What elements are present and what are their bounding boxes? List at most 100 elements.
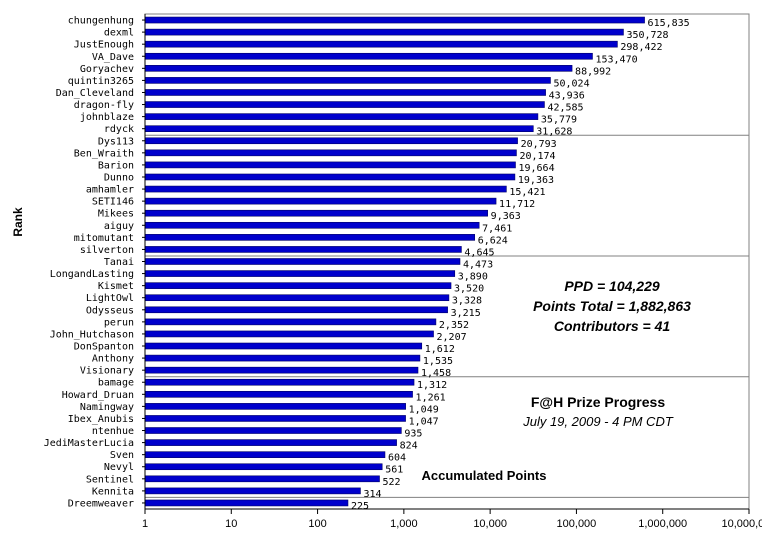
data-label: 7,461 (482, 223, 512, 234)
bar (144, 197, 497, 205)
data-label: 1,261 (416, 392, 446, 403)
bar (144, 52, 593, 60)
data-label: 88,992 (575, 66, 611, 77)
data-label: 298,422 (620, 42, 662, 53)
x-tick-label: 1,000,000 (638, 518, 687, 530)
category-label: chungenhung (68, 16, 134, 27)
bar (144, 40, 618, 48)
data-label: 1,049 (409, 404, 439, 415)
bar (144, 342, 423, 350)
bar (144, 378, 415, 386)
category-label: John_Hutchason (50, 329, 134, 340)
data-label: 3,520 (454, 284, 484, 295)
data-label: 3,328 (452, 296, 482, 307)
category-label: Mikees (98, 209, 134, 220)
bar (144, 427, 402, 434)
category-label: dragon-fly (74, 100, 134, 111)
category-label: Dreemweaver (68, 498, 134, 509)
bars-layer (144, 16, 645, 507)
data-label: 19,664 (518, 163, 554, 174)
category-label: Barion (98, 160, 134, 171)
data-label: 3,215 (451, 308, 481, 319)
bar (144, 451, 386, 458)
bar (144, 221, 480, 229)
x-tick-label: 10,000 (473, 518, 507, 530)
data-label: 15,421 (509, 187, 545, 198)
data-label: 4,645 (464, 247, 494, 258)
data-label: 935 (404, 429, 422, 440)
category-label: LongandLasting (50, 269, 134, 280)
data-label: 2,207 (437, 332, 467, 343)
x-tick-label: 10 (225, 518, 237, 530)
category-label: Sven (110, 450, 134, 461)
category-label: bamage (98, 378, 134, 389)
bar (144, 28, 624, 36)
data-label: 3,890 (458, 272, 488, 283)
data-label: 1,458 (421, 368, 451, 379)
bar (144, 294, 450, 302)
bar (144, 246, 462, 253)
category-label: dexml (104, 28, 134, 39)
bar (144, 499, 349, 507)
bar (144, 113, 539, 120)
category-label: Goryachev (80, 64, 134, 75)
bar (144, 137, 518, 145)
data-label: 615,835 (648, 18, 690, 29)
bar (144, 487, 361, 495)
bar (144, 89, 546, 96)
data-label: 6,624 (478, 235, 508, 246)
category-label: aiguy (104, 221, 134, 232)
category-label: Visionary (80, 366, 134, 377)
category-label: Dys113 (98, 136, 134, 147)
data-label: 604 (388, 453, 406, 464)
bar (144, 258, 461, 265)
data-label: 20,793 (521, 139, 557, 150)
category-label: Odysseus (86, 305, 134, 316)
bar (144, 234, 476, 241)
data-label: 50,024 (553, 78, 589, 89)
contributors-annotation: Contributors = 41 (554, 318, 671, 334)
category-label: Nevyl (104, 462, 134, 473)
x-tick-label: 1,000 (390, 518, 418, 530)
category-label: Kennita (92, 486, 134, 497)
bar (144, 77, 551, 84)
data-label: 153,470 (595, 54, 637, 65)
data-label: 1,047 (409, 416, 439, 427)
bar (144, 439, 397, 446)
category-label: DonSpanton (74, 342, 134, 353)
data-label: 20,174 (519, 151, 555, 162)
labels-layer: chungenhung 615,835 dexml 350,728 JustEnough… (44, 16, 690, 512)
bar (144, 16, 645, 24)
category-label: Sentinel (86, 474, 134, 485)
bar (144, 366, 419, 374)
bar (144, 209, 488, 217)
prize-date: July 19, 2009 - 4 PM CDT (522, 414, 674, 429)
bar (144, 149, 517, 157)
category-label: quintin3265 (68, 76, 134, 87)
bar (144, 185, 507, 193)
data-label: 31,628 (536, 127, 572, 138)
x-tick-label: 100,000 (557, 518, 597, 530)
category-label: Dan_Cleveland (56, 88, 134, 99)
category-label: perun (104, 317, 134, 328)
data-label: 43,936 (549, 90, 585, 101)
category-label: Anthony (92, 354, 134, 365)
bar (144, 475, 380, 483)
category-label: Namingway (80, 402, 134, 413)
category-label: mitomutant (74, 233, 134, 244)
bar (144, 306, 448, 314)
category-label: JustEnough (74, 40, 134, 51)
data-label: 1,535 (423, 356, 453, 367)
bar (144, 463, 383, 471)
category-label: JediMasterLucia (44, 438, 134, 449)
accumulated-points-label: Accumulated Points (422, 468, 547, 483)
prize-title: F@H Prize Progress (531, 394, 665, 410)
category-label: rdyck (104, 124, 134, 135)
category-label: Ben_Wraith (74, 148, 134, 159)
category-label: silverton (80, 245, 134, 256)
data-label: 35,779 (541, 115, 577, 126)
category-label: johnblaze (80, 112, 134, 123)
category-label: amhamler (86, 185, 134, 196)
